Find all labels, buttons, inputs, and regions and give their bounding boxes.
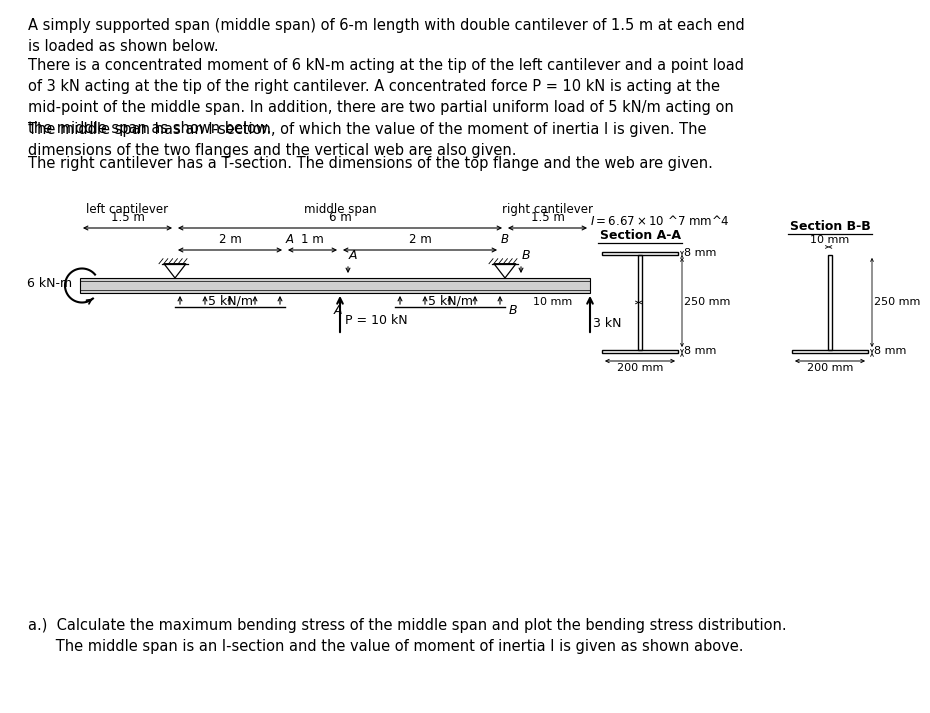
Text: 6 m: 6 m bbox=[328, 211, 352, 224]
Bar bbox=[828, 255, 832, 350]
Bar bbox=[638, 255, 642, 350]
Text: right cantilever: right cantilever bbox=[502, 203, 593, 216]
Text: Section A-A: Section A-A bbox=[600, 229, 681, 242]
Text: 3 kN: 3 kN bbox=[593, 317, 621, 330]
Text: 10 mm: 10 mm bbox=[810, 235, 850, 245]
Text: $I = 6.67 \times 10$ ^7 mm^4: $I = 6.67 \times 10$ ^7 mm^4 bbox=[590, 214, 730, 228]
Text: 250 mm: 250 mm bbox=[874, 297, 921, 307]
Text: A: A bbox=[286, 233, 294, 246]
Text: 2 m: 2 m bbox=[219, 233, 242, 246]
Text: A: A bbox=[334, 304, 342, 317]
Text: B: B bbox=[509, 304, 517, 317]
Bar bbox=[602, 350, 678, 353]
Text: 200 mm: 200 mm bbox=[617, 363, 663, 373]
Text: 1.5 m: 1.5 m bbox=[111, 211, 144, 224]
Text: left cantilever: left cantilever bbox=[86, 203, 168, 216]
Text: 5 kN/m: 5 kN/m bbox=[207, 295, 253, 308]
Text: 10 mm: 10 mm bbox=[533, 297, 572, 307]
Text: A: A bbox=[349, 249, 357, 262]
Text: 200 mm: 200 mm bbox=[807, 363, 853, 373]
Text: 8 mm: 8 mm bbox=[684, 347, 716, 356]
Text: 250 mm: 250 mm bbox=[684, 297, 730, 307]
Text: 2 m: 2 m bbox=[408, 233, 432, 246]
Text: There is a concentrated moment of 6 kN-m acting at the tip of the left cantileve: There is a concentrated moment of 6 kN-m… bbox=[28, 58, 744, 136]
Text: middle span: middle span bbox=[304, 203, 377, 216]
Text: a.)  Calculate the maximum bending stress of the middle span and plot the bendin: a.) Calculate the maximum bending stress… bbox=[28, 618, 787, 654]
Text: 1 m: 1 m bbox=[301, 233, 324, 246]
Text: 1.5 m: 1.5 m bbox=[530, 211, 565, 224]
Text: P = 10 kN: P = 10 kN bbox=[345, 314, 407, 327]
Text: B: B bbox=[501, 233, 509, 246]
Bar bbox=[602, 252, 678, 255]
Text: A simply supported span (middle span) of 6-m length with double cantilever of 1.: A simply supported span (middle span) of… bbox=[28, 18, 745, 54]
Text: The middle span has an I-section, of which the value of the moment of inertia I : The middle span has an I-section, of whi… bbox=[28, 122, 707, 158]
Text: 6 kN-m: 6 kN-m bbox=[27, 277, 72, 290]
Text: 8 mm: 8 mm bbox=[684, 248, 716, 258]
Text: Section B-B: Section B-B bbox=[790, 220, 870, 233]
Text: The right cantilever has a T-section. The dimensions of the top flange and the w: The right cantilever has a T-section. Th… bbox=[28, 156, 713, 171]
Bar bbox=[80, 278, 590, 293]
Text: B: B bbox=[522, 249, 531, 262]
Bar bbox=[792, 350, 868, 353]
Text: 5 kN/m: 5 kN/m bbox=[428, 295, 472, 308]
Text: 8 mm: 8 mm bbox=[874, 347, 907, 356]
